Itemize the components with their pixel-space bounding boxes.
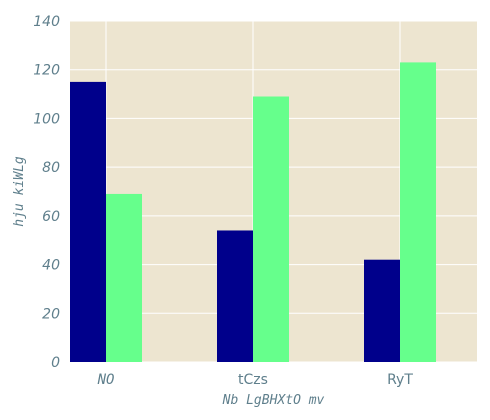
x-tick-label: NO [97, 372, 115, 388]
y-tick-label: 60 [42, 209, 60, 225]
bar-ryt-series-1 [364, 259, 400, 362]
bar-no-series-1 [70, 81, 106, 363]
y-tick-label: 140 [33, 14, 60, 30]
bar-tczs-series-2 [253, 96, 289, 362]
x-tick-label: tCzs [238, 372, 268, 388]
bars-group [70, 62, 436, 363]
x-axis-label: Nb LgBHXtO mv [222, 393, 325, 408]
y-tick-label: 20 [42, 306, 60, 322]
y-axis-label: hju kiWLg [12, 156, 27, 227]
y-tick-labels: 0 20 40 60 80 100 120 140 [33, 14, 60, 371]
x-tick-label: RyT [387, 372, 413, 388]
y-tick-label: 40 [42, 258, 60, 274]
y-tick-label: 120 [33, 63, 60, 79]
bar-no-series-2 [106, 193, 142, 362]
y-tick-label: 80 [42, 160, 60, 176]
bar-ryt-series-2 [400, 62, 436, 363]
y-tick-label: 100 [33, 111, 60, 127]
y-tick-label: 0 [51, 355, 60, 371]
bar-tczs-series-1 [217, 230, 253, 362]
x-tick-labels: NO tCzs RyT [97, 372, 414, 388]
